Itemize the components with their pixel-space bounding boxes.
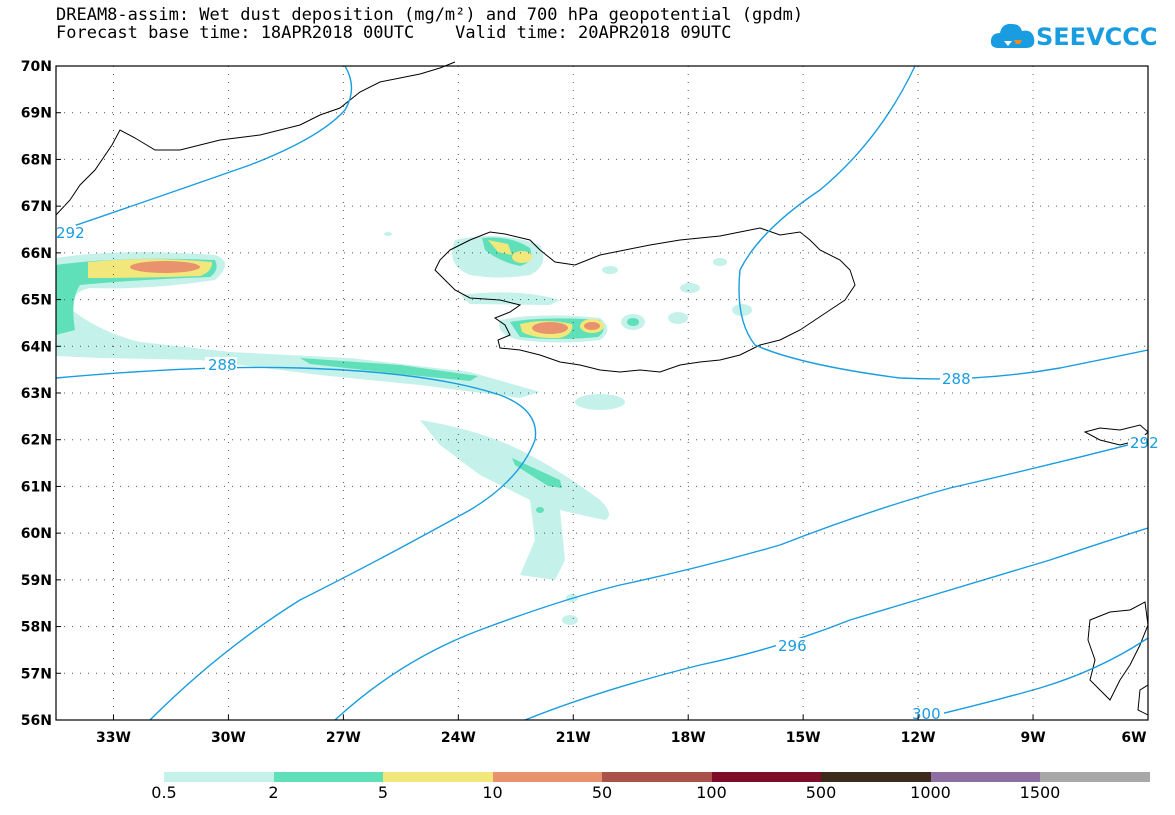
colorbar-segment	[492, 772, 602, 782]
lon-label: 18W	[671, 730, 706, 746]
dust-shading	[56, 232, 752, 625]
lon-label: 15W	[786, 730, 821, 746]
colorbar-segment	[930, 772, 1040, 782]
colorbar-segment	[164, 772, 274, 782]
colorbar-label: 2	[268, 783, 279, 802]
lat-label: 70N	[21, 59, 52, 75]
lat-label: 58N	[21, 620, 52, 636]
lat-label: 68N	[21, 152, 52, 168]
lat-label: 56N	[21, 713, 52, 729]
lat-label: 66N	[21, 246, 52, 262]
colorbar-segment	[711, 772, 821, 782]
lat-label: 65N	[21, 293, 52, 309]
map-title: DREAM8-assim: Wet dust deposition (mg/m²…	[56, 5, 804, 25]
lon-label: 33W	[96, 730, 131, 746]
logo-text: SEEVCCC	[1036, 23, 1158, 51]
lat-label: 62N	[21, 433, 52, 449]
colorbar-label: 500	[805, 783, 837, 802]
contour-label: 288	[942, 370, 971, 388]
lon-label: 9W	[1020, 730, 1045, 746]
colorbar-label: 0.5	[151, 783, 177, 802]
lon-label: 6W	[1121, 730, 1146, 746]
colorbar	[164, 772, 1150, 782]
seevccc-logo: SEEVCCC	[990, 18, 1158, 58]
lat-label: 63N	[21, 386, 52, 402]
colorbar-segment	[383, 772, 493, 782]
lon-label: 27W	[326, 730, 361, 746]
lat-label: 61N	[21, 479, 52, 495]
lat-label: 64N	[21, 339, 52, 355]
lon-label: 12W	[901, 730, 936, 746]
colorbar-label: 100	[696, 783, 727, 802]
colorbar-label: 1000	[910, 783, 951, 802]
contour-label: 292	[1130, 434, 1159, 452]
lat-label: 59N	[21, 573, 52, 589]
lat-label: 57N	[21, 666, 52, 682]
lat-label: 69N	[21, 106, 52, 122]
map-subtitle-times: Forecast base time: 18APR2018 00UTC Vali…	[56, 23, 732, 43]
cloud-icon	[990, 23, 1035, 48]
coastlines	[55, 61, 1149, 716]
map-gridlines	[56, 66, 1148, 720]
colorbar-segment	[273, 772, 383, 782]
latitude-labels: 70N 69N 68N 67N 66N 65N 64N 63N 62N 61N 60N 59N 58N 5…	[21, 59, 61, 729]
colorbar-segment	[602, 772, 712, 782]
contour-label: 288	[208, 356, 237, 374]
lon-label: 24W	[441, 730, 476, 746]
contour-label: 292	[56, 224, 85, 242]
contour-label: 300	[912, 705, 941, 723]
colorbar-label: 5	[377, 783, 389, 802]
longitude-labels: 33W 30W 27W 24W 21W 18W 15W 12W 9W 6W	[96, 715, 1149, 746]
lon-label: 21W	[556, 730, 591, 746]
lat-label: 60N	[21, 526, 52, 542]
colorbar-segment	[1040, 772, 1150, 782]
contour-labels: 292 288 288 292 296 300	[52, 224, 1159, 723]
lon-label: 30W	[211, 730, 246, 746]
colorbar-segment	[821, 772, 931, 782]
colorbar-label: 1500	[1019, 783, 1061, 802]
colorbar-label: 50	[591, 783, 613, 802]
colorbar-label: 10	[482, 783, 503, 802]
geopotential-contours	[55, 65, 1149, 721]
contour-label: 296	[778, 637, 807, 655]
lat-label: 67N	[21, 199, 52, 215]
